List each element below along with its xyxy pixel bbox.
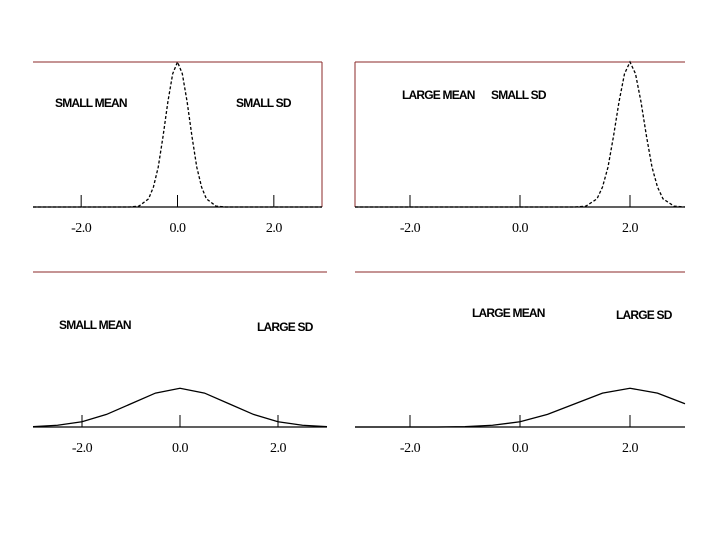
x-tick-label: 2.0 (622, 221, 639, 236)
x-tick-label: 0.0 (170, 221, 187, 236)
x-tick-label: -2.0 (72, 441, 93, 456)
x-tick-label: 2.0 (622, 441, 639, 456)
x-tick-label: 0.0 (172, 441, 189, 456)
curve (32, 387, 328, 428)
x-tick-label: 2.0 (270, 441, 287, 456)
annotation: SMALL MEAN (59, 318, 131, 332)
annotation: LARGE MEAN (472, 306, 545, 320)
x-tick-label: -2.0 (400, 441, 421, 456)
x-tick-label: 0.0 (512, 441, 529, 456)
annotation: LARGE MEAN (402, 88, 475, 102)
curve (355, 60, 686, 208)
x-tick-label: 0.0 (512, 221, 529, 236)
annotation: SMALL SD (236, 96, 292, 110)
annotation: SMALL SD (491, 88, 547, 102)
x-tick-label: -2.0 (71, 221, 92, 236)
x-tick-label: -2.0 (400, 221, 421, 236)
annotation: SMALL MEAN (55, 96, 127, 110)
annotation: LARGE SD (257, 320, 314, 334)
x-tick-label: 2.0 (266, 221, 283, 236)
curve (33, 60, 322, 208)
curve (355, 387, 686, 428)
annotation: LARGE SD (616, 308, 673, 322)
